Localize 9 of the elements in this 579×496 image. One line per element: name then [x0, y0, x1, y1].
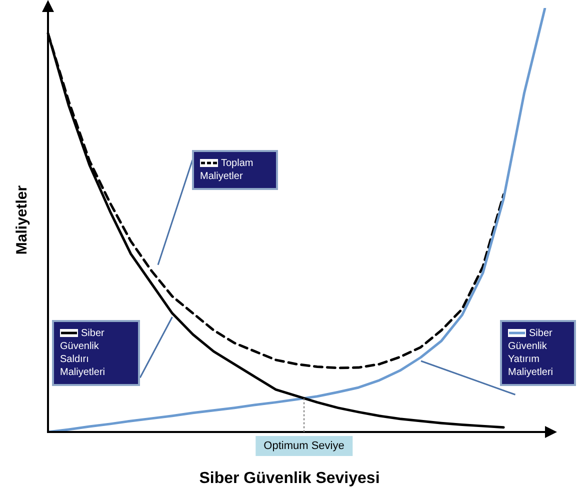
callout: Toplam Maliyetler: [156, 149, 279, 266]
callout: Siber Güvenlik Saldırı Maliyetleri: [51, 316, 174, 387]
text: Optimum Seviye: [256, 436, 352, 456]
callout: Siber Güvenlik Yatırım Maliyetleri: [420, 319, 577, 396]
legend-label: Siber Güvenlik Saldırı Maliyetleri: [52, 320, 140, 386]
y-axis-title: Maliyetler: [14, 185, 30, 255]
legend-label: Toplam Maliyetler: [192, 150, 278, 190]
legend-label: Siber Güvenlik Yatırım Maliyetleri: [500, 320, 576, 386]
x-axis-title: Siber Güvenlik Seviyesi: [198, 470, 381, 488]
